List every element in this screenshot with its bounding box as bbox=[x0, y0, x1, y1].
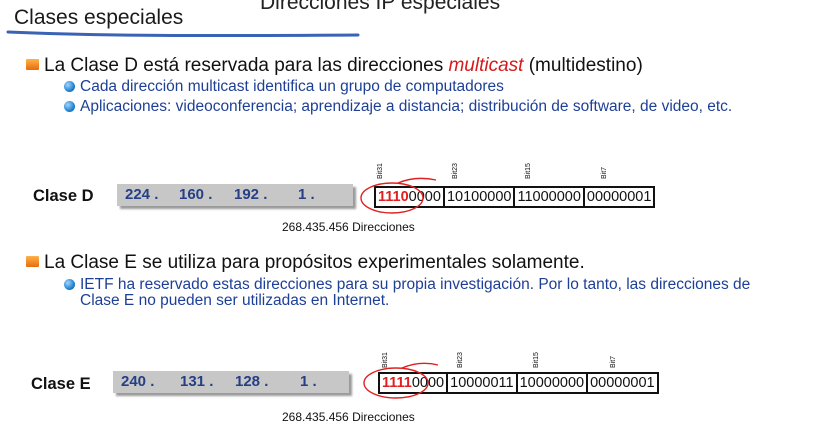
class-d-binary-box: 11100000 10100000 11000000 00000001 bbox=[374, 186, 656, 208]
class-e-octet-4: 1 . bbox=[300, 373, 317, 390]
class-d-octet-2: 160 . bbox=[179, 186, 213, 203]
class-d-point-2-text: Aplicaciones: videoconferencia; aprendiz… bbox=[80, 98, 733, 115]
class-e-bit23-label: Bit23 bbox=[457, 352, 464, 368]
class-d-bit7-label: Bit7 bbox=[601, 166, 608, 179]
title-underline bbox=[6, 30, 360, 38]
class-d-point-2: Aplicaciones: videoconferencia; aprendiz… bbox=[64, 98, 770, 115]
class-e-byte-2: 10000011 bbox=[448, 374, 518, 392]
class-d-octet-4: 1 . bbox=[298, 186, 315, 203]
class-e-octet-1: 240 . bbox=[121, 373, 155, 390]
class-d-bit15-label: Bit15 bbox=[525, 163, 532, 179]
class-d-byte-1: 11100000 bbox=[376, 188, 445, 206]
square-bullet-icon bbox=[26, 59, 39, 70]
class-e-octet-2: 131 . bbox=[180, 373, 214, 390]
class-e-heading-text: La Clase E se utiliza para propósitos ex… bbox=[44, 252, 585, 273]
multicast-term: multicast bbox=[448, 55, 524, 76]
class-d-highlight-circle bbox=[360, 177, 437, 214]
class-d-byte-1-rest: 0000 bbox=[408, 189, 441, 205]
round-bullet-icon bbox=[64, 279, 75, 290]
class-d-octet-3: 192 . bbox=[234, 186, 268, 203]
class-d-address-count: 268.435.456 Direcciones bbox=[282, 220, 415, 234]
class-e-address-count: 268.435.456 Direcciones bbox=[282, 410, 415, 424]
class-e-byte-3: 10000000 bbox=[518, 374, 589, 392]
class-e-bit7-label: Bit7 bbox=[610, 355, 617, 368]
class-e-ip-box: 240 . 131 . 128 . 1 . bbox=[113, 371, 349, 393]
class-e-byte-4: 00000001 bbox=[590, 375, 655, 391]
class-e-heading: La Clase E se utiliza para propósitos ex… bbox=[26, 252, 585, 274]
class-d-heading-text: La Clase D está reservada para las direc… bbox=[44, 55, 449, 76]
class-e-point-1: IETF ha reservado estas direcciones para… bbox=[64, 276, 780, 309]
class-e-highlight-circle bbox=[363, 362, 439, 399]
class-e-point-1-text: IETF ha reservado estas direcciones para… bbox=[80, 276, 751, 309]
class-d-prefix-bits: 1110 bbox=[378, 189, 409, 205]
class-d-label: Clase D bbox=[33, 187, 94, 205]
class-d-point-1: Cada dirección multicast identifica un g… bbox=[64, 78, 780, 95]
class-e-prefix-bits: 1111 bbox=[382, 375, 412, 391]
class-e-bit15-label: Bit15 bbox=[533, 352, 540, 368]
class-d-octet-1: 224 . bbox=[125, 186, 159, 203]
round-bullet-icon bbox=[64, 101, 75, 112]
class-d-byte-2: 10100000 bbox=[445, 188, 516, 206]
round-bullet-icon bbox=[64, 81, 75, 92]
class-e-binary-box: 11110000 10000011 10000000 00000001 bbox=[378, 372, 659, 394]
class-e-label: Clase E bbox=[31, 375, 91, 393]
page-title: Clases especiales bbox=[14, 6, 184, 29]
class-d-heading: La Clase D está reservada para las direc… bbox=[26, 55, 643, 77]
class-e-octet-3: 128 . bbox=[235, 373, 269, 390]
class-d-ip-box: 224 . 160 . 192 . 1 . bbox=[117, 184, 353, 206]
class-d-byte-3: 11000000 bbox=[515, 188, 585, 206]
class-d-point-1-text: Cada dirección multicast identifica un g… bbox=[80, 78, 504, 95]
class-d-heading-suffix: (multidestino) bbox=[523, 55, 643, 76]
class-d-bit23-label: Bit23 bbox=[452, 163, 459, 179]
square-bullet-icon bbox=[26, 256, 39, 267]
class-d-byte-4: 00000001 bbox=[586, 189, 652, 205]
cut-off-header: Direcciones IP especiales bbox=[260, 0, 501, 14]
